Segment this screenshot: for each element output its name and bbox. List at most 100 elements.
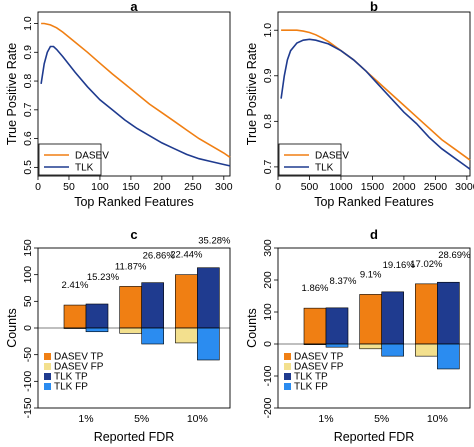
bar-dasev-fp xyxy=(119,327,142,334)
y-tick-label: -200 xyxy=(262,397,274,418)
x-tick-label: 50 xyxy=(63,181,75,193)
bar-tlk-fp xyxy=(85,327,109,333)
y-tick-label: 0.5 xyxy=(22,160,34,175)
bar-dasev-tp xyxy=(175,274,198,329)
y-tick-label: -100 xyxy=(22,371,34,392)
y-tick-label: -100 xyxy=(262,365,274,386)
pct-label-dasev: 17.02% xyxy=(410,259,443,270)
series-line-tlk xyxy=(280,38,471,170)
y-tick-label: 0.7 xyxy=(262,159,274,174)
y-tick-label: 50 xyxy=(22,295,34,307)
pct-label-dasev: 1.86% xyxy=(302,283,329,294)
legend-label: TLK FP xyxy=(54,382,88,393)
bar-dasev-fp xyxy=(415,343,438,357)
y-tick-label: 0.9 xyxy=(262,68,274,83)
x-tick-label: 0 xyxy=(275,181,281,193)
panel-c: c -150 -100 -50 0 50 100 150 2.41%15.23% 1% 11.87%… xyxy=(5,227,231,444)
x-tick-label: 1000 xyxy=(329,181,353,193)
pct-label-dasev: 11.87% xyxy=(115,261,147,272)
legend-label: TLK xyxy=(315,163,334,174)
bar-tlk-tp xyxy=(325,307,349,345)
y-tick-label: -150 xyxy=(22,397,34,418)
series-line-tlk xyxy=(40,45,231,167)
bar-tlk-fp xyxy=(197,327,220,361)
y-tick-label: 1.0 xyxy=(262,23,274,38)
x-axis-title: Top Ranked Features xyxy=(314,195,434,209)
panel-d: d -200 -100 0 100 200 300 1.86%8.37% 1% 9.1%19.16… xyxy=(245,227,471,444)
x-axis-title: Top Ranked Features xyxy=(74,195,194,209)
legend-swatch xyxy=(44,383,51,390)
legend-label: TLK TP xyxy=(294,372,328,383)
series-line-dasev xyxy=(41,22,231,158)
panel-letter: a xyxy=(130,0,138,14)
pct-label-tlk: 35.28% xyxy=(198,236,231,247)
legend-swatch xyxy=(284,353,291,360)
y-tick-label: 0.9 xyxy=(22,45,34,60)
bar-tlk-fp xyxy=(325,343,349,348)
y-tick-label: 0 xyxy=(22,325,34,331)
panel-a: a 0 50 100 150 200 250 300 0.5 0.6 0.7 0.8 0.9 1.0 DAS… xyxy=(5,0,233,209)
legend-label: DASEV FP xyxy=(54,362,104,373)
y-tick-label: 150 xyxy=(22,239,34,257)
y-axis-title: True Positive Rate xyxy=(5,43,19,145)
y-axis-title: True Positive Rate xyxy=(245,43,259,145)
bar-tlk-tp xyxy=(85,303,109,329)
bar-tlk-fp xyxy=(381,343,404,357)
bar-tlk-tp xyxy=(197,267,220,329)
y-tick-label: 300 xyxy=(262,239,274,257)
x-tick-label: 10% xyxy=(427,413,448,425)
x-tick-label: 1% xyxy=(78,413,93,425)
panel-letter: d xyxy=(370,227,378,242)
bar-dasev-tp xyxy=(303,307,327,345)
x-tick-label: 1500 xyxy=(361,181,385,193)
legend-label: TLK FP xyxy=(294,382,328,393)
y-tick-label: 0.7 xyxy=(22,102,34,117)
pct-label-dasev: 9.1% xyxy=(360,269,382,280)
bar-dasev-fp xyxy=(359,343,382,350)
y-tick-label: 0.6 xyxy=(22,131,34,146)
legend-box xyxy=(278,143,342,176)
plot-frame xyxy=(37,11,231,177)
x-axis-title: Reported FDR xyxy=(334,430,415,444)
series-line-dasev xyxy=(281,29,471,161)
legend-label: DASEV FP xyxy=(294,362,344,373)
y-tick-label: 200 xyxy=(262,271,274,289)
x-tick-label: 1% xyxy=(318,413,333,425)
pct-label-tlk: 26.86% xyxy=(143,251,176,262)
pct-label-tlk: 8.37% xyxy=(330,276,357,287)
plot-frame xyxy=(277,11,471,177)
bar-tlk-tp xyxy=(381,291,404,345)
legend-label: DASEV xyxy=(315,151,349,162)
bar-dasev-tp xyxy=(63,304,87,329)
plot-frame xyxy=(277,247,471,409)
y-tick-label: 100 xyxy=(22,266,34,284)
x-tick-label: 250 xyxy=(184,181,202,193)
legend-label: DASEV xyxy=(75,151,109,162)
legend-label: DASEV TP xyxy=(294,352,344,363)
x-tick-label: 0 xyxy=(35,181,41,193)
bar-tlk-fp xyxy=(437,343,460,370)
pct-label-dasev: 22.44% xyxy=(170,250,203,261)
legend-label: DASEV TP xyxy=(54,352,104,363)
y-tick-label: 100 xyxy=(262,303,274,321)
x-tick-label: 10% xyxy=(187,413,208,425)
pct-label-dasev: 2.41% xyxy=(62,280,89,291)
x-tick-label: 5% xyxy=(134,413,149,425)
legend-swatch xyxy=(284,373,291,380)
pct-label-tlk: 15.23% xyxy=(87,272,120,283)
legend-swatch xyxy=(44,373,51,380)
panel-letter: b xyxy=(370,0,378,14)
bar-dasev-tp xyxy=(359,294,382,345)
x-tick-label: 5% xyxy=(374,413,389,425)
y-tick-label: 0.8 xyxy=(22,74,34,89)
bar-dasev-tp xyxy=(415,283,438,345)
pct-label-tlk: 28.69% xyxy=(438,250,471,261)
y-tick-label: 0 xyxy=(262,341,274,347)
legend-swatch xyxy=(284,383,291,390)
panel-letter: c xyxy=(130,227,137,242)
y-tick-label: 0.8 xyxy=(262,114,274,129)
y-axis-title: Counts xyxy=(245,308,259,348)
